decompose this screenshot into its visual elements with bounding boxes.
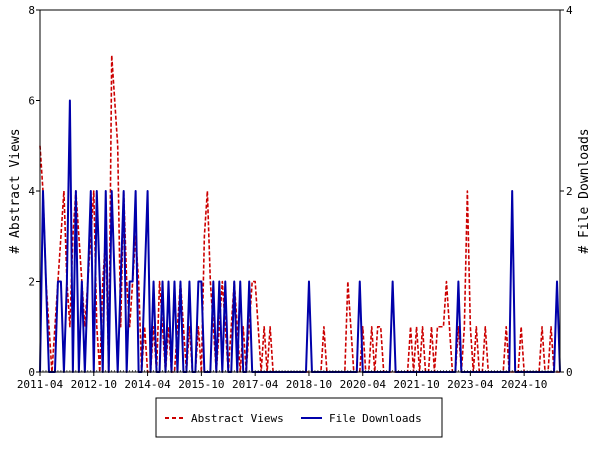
y2-axis-ticks: 0 2 4 [560,4,573,379]
legend-file-downloads-label: File Downloads [329,412,422,425]
y2-axis-label: # File Downloads [577,128,592,253]
x-tick-label-2: 2014-04 [124,378,171,391]
y-tick-label-2: 4 [28,185,35,198]
x-tick-label-1: 2012-10 [71,378,117,391]
y-tick-label-1: 2 [28,276,35,289]
y2-tick-label-1: 2 [566,185,573,198]
y-tick-label-4: 8 [28,4,35,17]
x-tick-label-3: 2015-10 [178,378,224,391]
x-tick-label-0: 2011-04 [17,378,64,391]
legend-abstract-views-label: Abstract Views [191,412,284,425]
y-tick-label-3: 6 [28,95,35,108]
legend: Abstract Views File Downloads [155,397,443,438]
x-tick-label-8: 2023-04 [447,378,494,391]
x-tick-label-9: 2024-10 [501,378,547,391]
y2-tick-label-0: 0 [566,366,573,379]
x-tick-label-4: 2017-04 [232,378,279,391]
x-tick-label-7: 2021-10 [393,378,439,391]
y2-tick-label-2: 4 [566,4,573,17]
x-axis-ticks: 2011-04 2012-10 2014-04 2015-10 2017-04 2018-… [17,370,561,391]
y-axis-label: # Abstract Views [8,128,23,253]
y-tick-label-0: 0 [28,366,35,379]
x-tick-label-6: 2020-04 [340,378,387,391]
x-tick-label-5: 2018-10 [286,378,332,391]
y-axis-ticks: 0 2 4 6 8 [28,4,40,379]
legend-box [155,397,443,438]
